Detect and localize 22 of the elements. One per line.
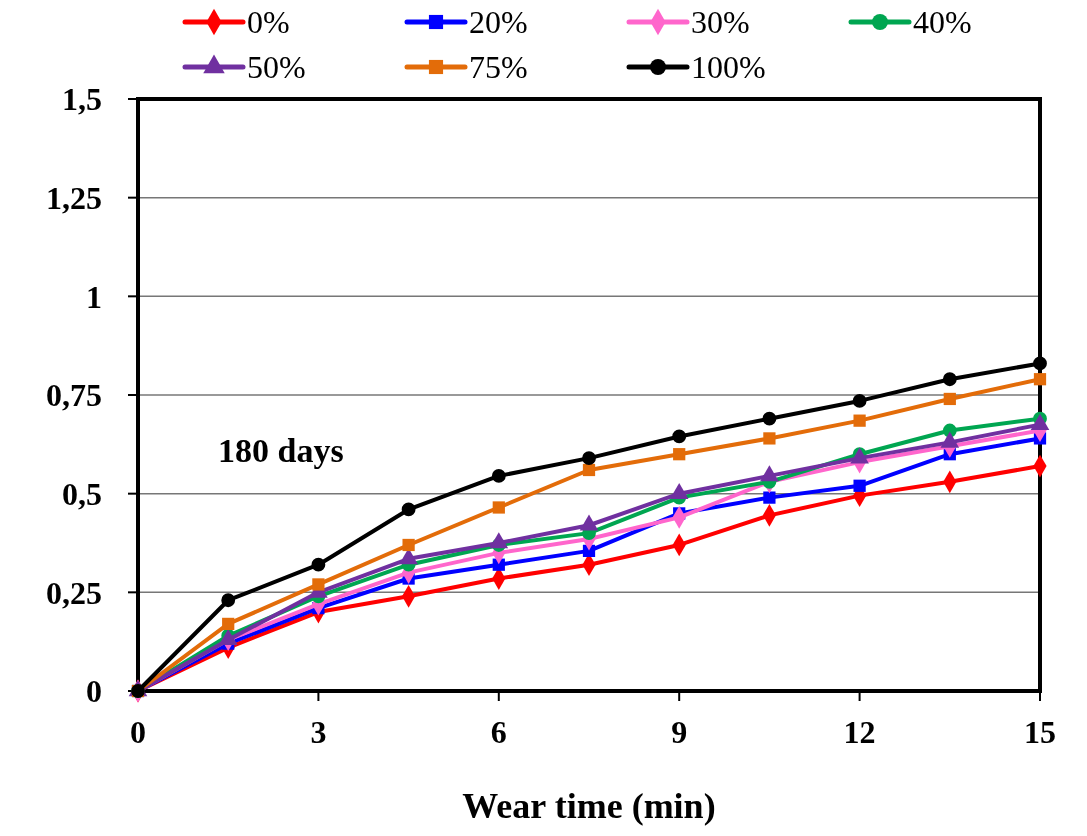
legend-label: 50% — [247, 49, 306, 85]
legend-label: 0% — [247, 4, 290, 40]
legend-label: 75% — [469, 49, 528, 85]
x-tick-label: 15 — [1024, 714, 1056, 750]
legend-label: 30% — [691, 4, 750, 40]
y-tick-label: 1,25 — [46, 179, 102, 216]
y-tick-label: 1,5 — [62, 81, 102, 118]
legend-label: 100% — [691, 49, 766, 85]
x-axis-title: Wear time (min) — [462, 786, 716, 826]
y-tick-label: 0,5 — [62, 475, 102, 512]
legend-label: 20% — [469, 4, 528, 40]
y-tick-label: 0,75 — [46, 377, 102, 414]
x-tick-label: 6 — [490, 714, 507, 750]
x-tick-label: 12 — [843, 714, 876, 750]
legend-label: 40% — [913, 4, 972, 40]
x-tick-label: 0 — [130, 714, 146, 750]
x-tick-label: 9 — [671, 714, 688, 750]
y-tick-label: 0,25 — [46, 574, 102, 611]
x-tick-label: 3 — [310, 714, 327, 750]
annotation: 180 days — [218, 432, 344, 469]
y-tick-label: 1 — [86, 278, 102, 315]
y-tick-label: 0 — [86, 673, 102, 710]
